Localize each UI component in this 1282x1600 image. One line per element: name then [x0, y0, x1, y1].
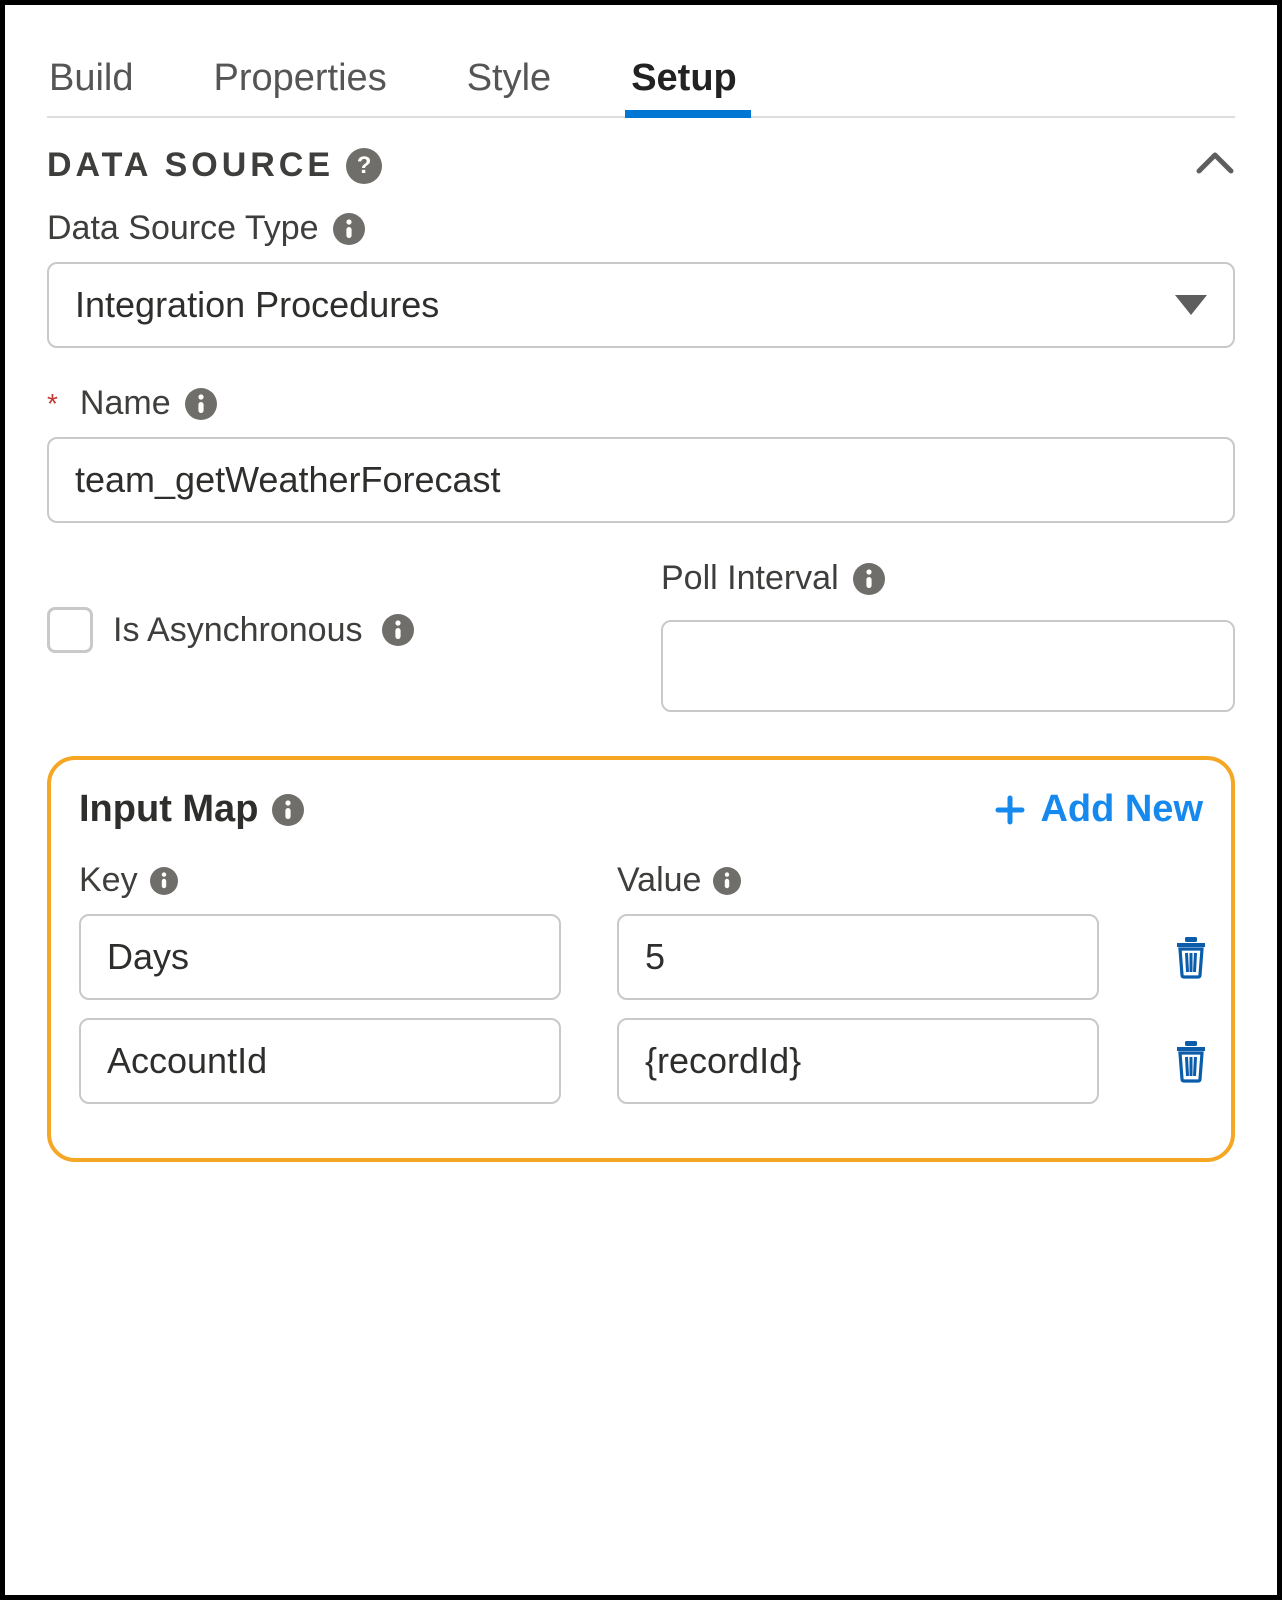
tab-style[interactable]: Style [465, 57, 553, 116]
input-map-column-headers: Key Value [79, 861, 1203, 900]
is-async-checkbox[interactable] [47, 607, 93, 653]
delete-row-button[interactable] [1171, 935, 1211, 979]
data-source-type-label: Data Source Type [47, 209, 319, 248]
delete-row-button[interactable] [1171, 1039, 1211, 1083]
tab-setup[interactable]: Setup [629, 57, 739, 116]
name-label: Name [80, 384, 171, 423]
info-icon[interactable] [150, 867, 178, 895]
info-icon[interactable] [272, 794, 304, 826]
name-field-group: * Name [47, 384, 1235, 523]
input-map-key-input[interactable] [79, 1018, 561, 1104]
input-map-section: Input Map Add New Key Value [47, 756, 1235, 1162]
chevron-down-icon [1175, 295, 1207, 315]
key-column-label: Key [79, 861, 138, 900]
is-async-label: Is Asynchronous [113, 611, 362, 650]
section-title: DATA SOURCE [47, 146, 334, 185]
section-header: DATA SOURCE ? [47, 146, 1235, 185]
poll-interval-label: Poll Interval [661, 559, 839, 598]
trash-icon [1171, 1039, 1211, 1083]
async-poll-row: Is Asynchronous Poll Interval [47, 559, 1235, 712]
data-source-type-select[interactable]: Integration Procedures [47, 262, 1235, 348]
info-icon[interactable] [713, 867, 741, 895]
input-map-row [79, 1018, 1203, 1104]
trash-icon [1171, 935, 1211, 979]
info-icon[interactable] [333, 213, 365, 245]
input-map-title: Input Map [79, 788, 258, 831]
poll-interval-input[interactable] [661, 620, 1235, 712]
input-map-key-input[interactable] [79, 914, 561, 1000]
value-column-label: Value [617, 861, 701, 900]
input-map-value-input[interactable] [617, 1018, 1099, 1104]
info-icon[interactable] [185, 388, 217, 420]
name-input[interactable] [47, 437, 1235, 523]
add-new-button[interactable]: Add New [994, 788, 1203, 831]
tab-build[interactable]: Build [47, 57, 136, 116]
tab-bar: Build Properties Style Setup [47, 57, 1235, 118]
help-icon[interactable]: ? [346, 148, 382, 184]
data-source-type-field: Data Source Type Integration Procedures [47, 209, 1235, 348]
info-icon[interactable] [853, 563, 885, 595]
chevron-up-icon[interactable] [1195, 151, 1235, 180]
required-asterisk: * [47, 388, 58, 420]
tab-properties[interactable]: Properties [212, 57, 389, 116]
info-icon[interactable] [382, 614, 414, 646]
data-source-type-value: Integration Procedures [75, 284, 439, 326]
input-map-value-input[interactable] [617, 914, 1099, 1000]
add-new-label: Add New [1040, 788, 1203, 831]
input-map-row [79, 914, 1203, 1000]
plus-icon [994, 794, 1026, 826]
